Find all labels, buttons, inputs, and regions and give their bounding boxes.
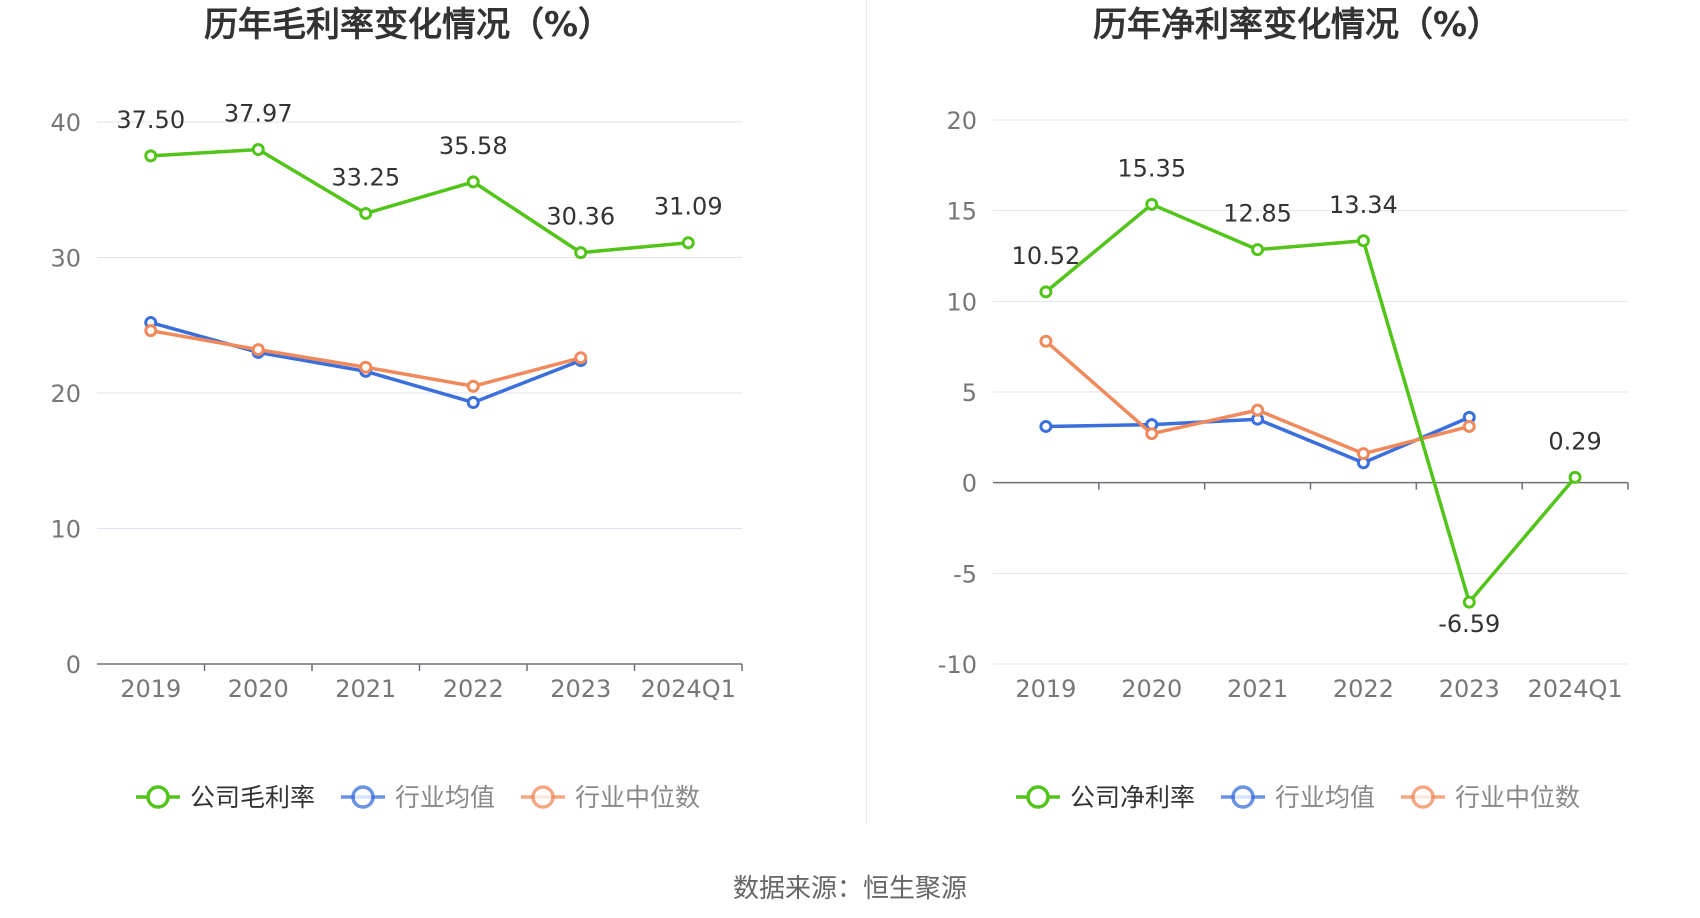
legend-item: 行业均值 [1221,783,1375,812]
x-tick-label: 2019 [1015,675,1076,703]
chart-2: 历年净利率变化情况（%） -10 -5 0 5 10 15 20 2019 2020 2021 202… [938,5,1629,812]
data-label: 12.85 [1223,200,1292,228]
data-label: 37.50 [116,106,185,134]
legend-item: 公司净利率 [1016,783,1195,812]
panel-divider [866,0,867,825]
y-tick-label: 10 [946,288,977,316]
data-label: 15.35 [1117,154,1186,182]
x-tick-label: 2022 [443,675,504,703]
data-label: 30.36 [546,203,615,231]
legend-label: 行业中位数 [575,783,700,812]
legend-marker [1026,785,1050,809]
legend-label: 行业均值 [1275,783,1375,812]
data-point [1145,197,1159,211]
legend-marker [146,785,170,809]
data-source-label: 数据来源：恒生聚源 [732,874,967,904]
y-tick-label: 0 [962,470,977,498]
legend-marker [1231,785,1255,809]
y-tick-label: 40 [50,109,81,137]
data-point [1462,419,1476,433]
x-tick-label: 2022 [1333,675,1394,703]
data-label: 33.25 [331,163,400,191]
data-point [1145,427,1159,441]
data-point [466,395,480,409]
legend-label: 公司净利率 [1070,783,1195,812]
x-tick-label: 2019 [120,675,181,703]
data-point [1356,234,1370,248]
data-point [466,175,480,189]
y-tick-label: 30 [50,245,81,273]
legend-item: 行业中位数 [1401,783,1580,812]
data-label: 35.58 [439,132,508,160]
x-tick-label: 2020 [228,675,289,703]
legend-marker [531,785,555,809]
x-tick-label: 2020 [1121,675,1182,703]
x-tick-label: 2021 [335,675,396,703]
data-point [1251,243,1265,257]
legend-label: 行业中位数 [1455,783,1580,812]
series-line [1044,202,1577,604]
data-point [1039,285,1053,299]
data-point [144,149,158,163]
x-tick-label: 2024Q1 [641,675,736,703]
chart-title: 历年净利率变化情况（%） [1093,5,1501,45]
series-line [1044,339,1470,456]
legend-item: 行业中位数 [521,783,700,812]
chart-title: 历年毛利率变化情况（%） [204,5,612,45]
y-tick-label: 10 [50,516,81,544]
data-label: 31.09 [654,193,723,221]
x-tick-label: 2021 [1227,675,1288,703]
series-1: 10.52 15.35 12.85 13.34 -6.59 0.29 [1012,154,1602,638]
data-point [1039,334,1053,348]
legend-marker [1411,785,1435,809]
legend: 公司净利率 行业均值 行业中位数 [1016,783,1580,812]
series-1: 37.50 37.97 33.25 35.58 30.36 31.09 [116,100,723,260]
y-tick-label: 15 [946,198,977,226]
y-tick-label: 5 [962,379,977,407]
x-tick-label: 2023 [550,675,611,703]
data-label: 0.29 [1548,427,1601,455]
data-point [1039,419,1053,433]
data-label: -6.59 [1438,610,1500,638]
y-tick-label: 20 [50,380,81,408]
data-point [251,343,265,357]
data-point [359,360,373,374]
x-tick-label: 2024Q1 [1527,675,1622,703]
data-label: 13.34 [1329,191,1398,219]
chart-1: 历年毛利率变化情况（%） 0 10 20 30 40 2019 2020 2021 2022 202… [50,5,743,812]
data-point [359,206,373,220]
data-point [466,379,480,393]
y-tick-label: 20 [946,107,977,135]
legend-item: 行业均值 [341,783,495,812]
legend-marker [351,785,375,809]
data-point [681,236,695,250]
data-point [574,351,588,365]
legend: 公司毛利率 行业均值 行业中位数 [136,783,700,812]
series-2 [1039,410,1476,470]
data-point [1568,470,1582,484]
y-tick-label: 0 [66,651,81,679]
y-tick-label: -10 [938,651,977,679]
data-label: 37.97 [224,100,293,128]
legend-item: 公司毛利率 [136,783,315,812]
data-point [1462,595,1476,609]
data-point [574,246,588,260]
data-point [251,143,265,157]
data-point [144,324,158,338]
x-tick-label: 2023 [1439,675,1500,703]
series-line [150,147,689,255]
legend-label: 公司毛利率 [190,783,315,812]
legend-label: 行业均值 [395,783,495,812]
data-point [1356,447,1370,461]
data-label: 10.52 [1012,242,1081,270]
y-tick-label: -5 [953,560,977,588]
data-point [1251,403,1265,417]
series-3 [1039,334,1476,461]
series-3 [144,324,588,393]
